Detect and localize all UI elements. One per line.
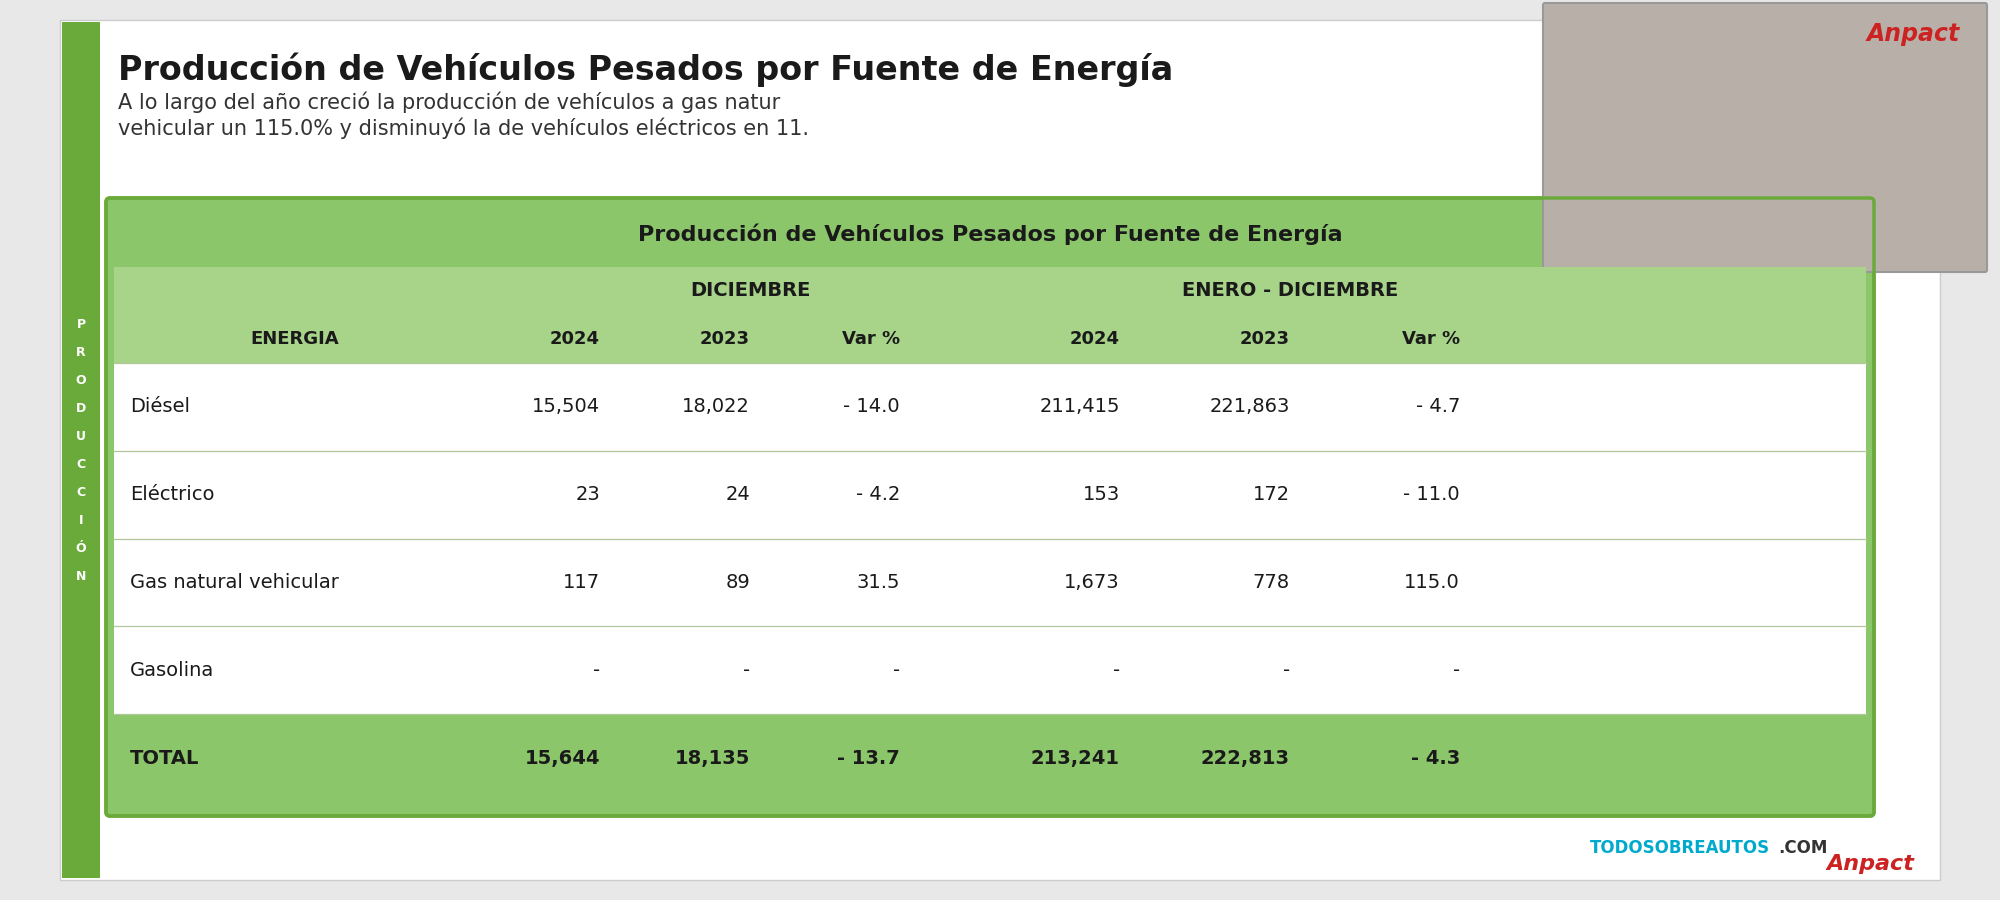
Text: U: U [76,429,86,443]
Text: Anpact: Anpact [1826,854,1914,874]
Text: 213,241: 213,241 [1032,749,1120,768]
Text: 23: 23 [576,485,600,504]
FancyBboxPatch shape [1544,3,1988,272]
Text: 15,644: 15,644 [524,749,600,768]
Text: - 14.0: - 14.0 [844,398,900,417]
Text: 211,415: 211,415 [1040,398,1120,417]
Text: 172: 172 [1252,485,1290,504]
Text: C: C [76,457,86,471]
Text: D: D [76,401,86,415]
Text: 89: 89 [726,573,750,592]
Text: - 11.0: - 11.0 [1404,485,1460,504]
Text: Gas natural vehicular: Gas natural vehicular [130,573,338,592]
Text: I: I [78,514,84,526]
Text: 2023: 2023 [700,330,750,348]
Bar [114,451,1866,538]
Text: -: - [592,661,600,680]
Text: 2023: 2023 [1240,330,1290,348]
Text: 222,813: 222,813 [1200,749,1290,768]
Text: Producción de Vehículos Pesados por Fuente de Energía: Producción de Vehículos Pesados por Fuen… [118,53,1174,87]
Text: - 4.3: - 4.3 [1410,749,1460,768]
Text: Anpact: Anpact [1866,22,1960,46]
Text: 24: 24 [726,485,750,504]
Text: -: - [1282,661,1290,680]
Text: ENERO - DICIEMBRE: ENERO - DICIEMBRE [1182,282,1398,301]
Text: 115.0: 115.0 [1404,573,1460,592]
Text: 18,022: 18,022 [682,398,750,417]
Text: -: - [1452,661,1460,680]
Text: P: P [76,318,86,330]
Text: A lo largo del año creció la producción de vehículos a gas natur: A lo largo del año creció la producción … [118,91,780,112]
Text: 31.5: 31.5 [856,573,900,592]
Text: Eléctrico: Eléctrico [130,485,214,504]
Text: C: C [76,485,86,499]
Text: Gasolina: Gasolina [130,661,214,680]
Text: N: N [76,570,86,582]
Bar [114,715,1866,802]
Text: - 4.2: - 4.2 [856,485,900,504]
Text: - 13.7: - 13.7 [838,749,900,768]
Text: 117: 117 [562,573,600,592]
Bar [114,267,1866,315]
Bar [114,315,1866,363]
Text: Diésel: Diésel [130,398,190,417]
Text: O: O [76,374,86,386]
Text: 153: 153 [1082,485,1120,504]
Text: Producción de Vehículos Pesados por Fuente de Energía: Producción de Vehículos Pesados por Fuen… [638,224,1342,245]
Text: 778: 778 [1252,573,1290,592]
Text: vehicular un 115.0% y disminuyó la de vehículos eléctricos en 11.: vehicular un 115.0% y disminuyó la de ve… [118,117,808,139]
Bar [114,538,1866,626]
Text: Var %: Var % [1402,330,1460,348]
Bar [114,363,1866,451]
Text: TOTAL: TOTAL [130,749,200,768]
Text: Ó: Ó [76,542,86,554]
Text: Var %: Var % [842,330,900,348]
Text: 2024: 2024 [550,330,600,348]
Text: 18,135: 18,135 [674,749,750,768]
Text: -: - [742,661,750,680]
Text: ENERGIA: ENERGIA [250,330,340,348]
Bar [62,22,100,878]
Bar [114,626,1866,715]
Text: 2024: 2024 [1070,330,1120,348]
Text: -: - [892,661,900,680]
Text: 221,863: 221,863 [1210,398,1290,417]
Text: R: R [76,346,86,358]
FancyBboxPatch shape [106,198,1874,816]
Text: 15,504: 15,504 [532,398,600,417]
Text: .COM: .COM [1778,839,1828,857]
Text: TODOSOBREAUTOS: TODOSOBREAUTOS [1590,839,1770,857]
Text: 1,673: 1,673 [1064,573,1120,592]
Text: -: - [1112,661,1120,680]
Text: - 4.7: - 4.7 [1416,398,1460,417]
Text: DICIEMBRE: DICIEMBRE [690,282,810,301]
